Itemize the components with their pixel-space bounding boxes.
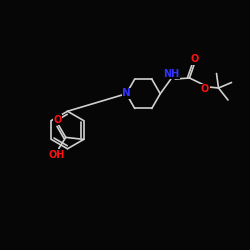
Text: N: N [122, 88, 131, 98]
Text: OH: OH [49, 150, 65, 160]
Text: O: O [201, 84, 209, 94]
Text: NH: NH [163, 69, 179, 79]
Text: O: O [191, 54, 199, 64]
Text: O: O [54, 115, 62, 125]
